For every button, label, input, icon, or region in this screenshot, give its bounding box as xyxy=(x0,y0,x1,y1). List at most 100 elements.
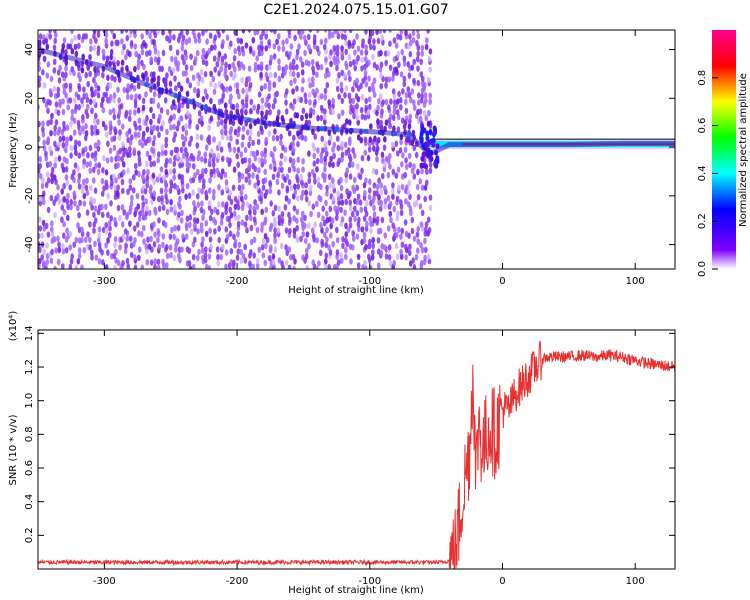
heatmap-cell xyxy=(296,130,300,137)
heatmap-cell xyxy=(323,166,327,173)
heatmap-cell xyxy=(45,242,49,249)
heatmap-cell xyxy=(49,75,54,83)
heatmap-cell xyxy=(187,162,192,169)
heatmap-cell xyxy=(208,177,212,184)
heatmap-cell xyxy=(259,85,264,92)
heatmap-cell xyxy=(143,188,148,195)
heatmap-cell xyxy=(204,246,208,253)
heatmap-cell xyxy=(360,155,365,162)
heatmap-cell xyxy=(375,155,379,163)
heatmap-cell xyxy=(147,243,152,250)
heatmap-cell xyxy=(345,167,350,174)
heatmap-cell xyxy=(212,152,216,160)
heatmap-cell xyxy=(82,200,87,207)
heatmap-cell xyxy=(375,216,380,223)
heatmap-cell xyxy=(260,97,265,104)
heatmap-cell xyxy=(310,58,315,66)
heatmap-cell xyxy=(122,43,126,51)
heatmap-cell xyxy=(247,163,251,170)
heatmap-cell xyxy=(89,196,94,203)
heatmap-cell xyxy=(80,237,84,244)
heatmap-cell xyxy=(256,138,261,146)
heatmap-cell xyxy=(287,264,292,269)
heatmap-cell xyxy=(213,228,217,235)
heatmap-cell xyxy=(203,157,208,164)
heatmap-cell xyxy=(195,133,200,140)
heatmap-cell xyxy=(381,99,385,106)
heatmap-cell xyxy=(62,182,66,190)
heatmap-cell xyxy=(196,228,200,235)
heatmap-cell xyxy=(185,167,190,174)
heatmap-cell xyxy=(420,50,425,57)
heatmap-cell xyxy=(128,109,132,116)
heatmap-cell xyxy=(392,125,396,132)
heatmap-cell xyxy=(427,253,431,260)
heatmap-cell xyxy=(217,225,221,232)
heatmap-cell xyxy=(123,247,128,255)
heatmap-cell xyxy=(171,66,176,74)
heatmap-cell xyxy=(227,216,231,223)
heatmap-cell xyxy=(301,166,305,173)
heatmap-cell xyxy=(295,225,300,232)
heatmap-cell xyxy=(190,228,194,235)
heatmap-cell xyxy=(157,56,161,63)
heatmap-cell xyxy=(38,155,42,163)
heatmap-cell xyxy=(362,237,367,244)
heatmap-cell xyxy=(160,144,164,151)
heatmap-cell xyxy=(273,232,277,239)
heatmap-cell xyxy=(64,174,69,181)
heatmap-cell xyxy=(53,156,58,163)
heatmap-cell xyxy=(352,152,357,159)
heatmap-cell xyxy=(42,260,46,267)
heatmap-cell xyxy=(228,157,232,164)
heatmap-cell xyxy=(72,241,76,248)
heatmap-cell xyxy=(263,259,268,267)
heatmap-cell xyxy=(53,129,57,137)
heatmap-cell xyxy=(376,136,381,144)
heatmap-cell xyxy=(428,161,433,169)
heatmap-cell xyxy=(180,54,185,61)
heatmap-cell xyxy=(164,77,168,84)
heatmap-cell xyxy=(185,30,190,36)
heatmap-cell xyxy=(68,184,73,191)
heatmap-cell xyxy=(170,226,174,234)
heatmap-cell xyxy=(363,114,368,121)
heatmap-cell xyxy=(271,157,276,164)
heatmap-cell xyxy=(399,233,403,240)
heatmap-cell xyxy=(428,92,433,100)
heatmap-cell xyxy=(378,66,383,73)
heatmap-cell xyxy=(86,80,90,88)
heatmap-cell xyxy=(106,193,110,200)
heatmap-cell xyxy=(299,173,304,181)
snr-frame xyxy=(37,329,676,570)
heatmap-cell xyxy=(271,135,276,142)
heatmap-cell xyxy=(84,122,88,130)
heatmap-cell xyxy=(145,259,150,266)
heatmap-cell xyxy=(378,205,383,212)
y-tick-label: 1.4 xyxy=(24,325,35,341)
heatmap-cell xyxy=(156,30,160,35)
heatmap-cell xyxy=(120,30,124,35)
heatmap-cell xyxy=(287,211,291,219)
heatmap-cell xyxy=(285,88,289,95)
heatmap-cell xyxy=(365,220,369,228)
heatmap-cell xyxy=(269,244,273,251)
heatmap-cell xyxy=(353,49,357,56)
heatmap-cell xyxy=(42,82,47,89)
heatmap-cell xyxy=(159,187,164,194)
heatmap-cell xyxy=(215,167,220,174)
heatmap-cell xyxy=(378,30,383,35)
heatmap-cell xyxy=(109,48,114,56)
heatmap-cell xyxy=(259,71,263,78)
heatmap-cell xyxy=(172,123,176,130)
heatmap-cell xyxy=(362,182,367,189)
heatmap-cell xyxy=(209,80,213,88)
heatmap-cell xyxy=(152,190,156,197)
heatmap-cell xyxy=(308,184,313,192)
heatmap-cell xyxy=(394,140,399,147)
heatmap-cell xyxy=(58,135,63,143)
heatmap-cell xyxy=(372,211,377,218)
heatmap-cell xyxy=(323,155,328,162)
heatmap-cell xyxy=(344,60,348,68)
heatmap-cell xyxy=(399,253,404,260)
